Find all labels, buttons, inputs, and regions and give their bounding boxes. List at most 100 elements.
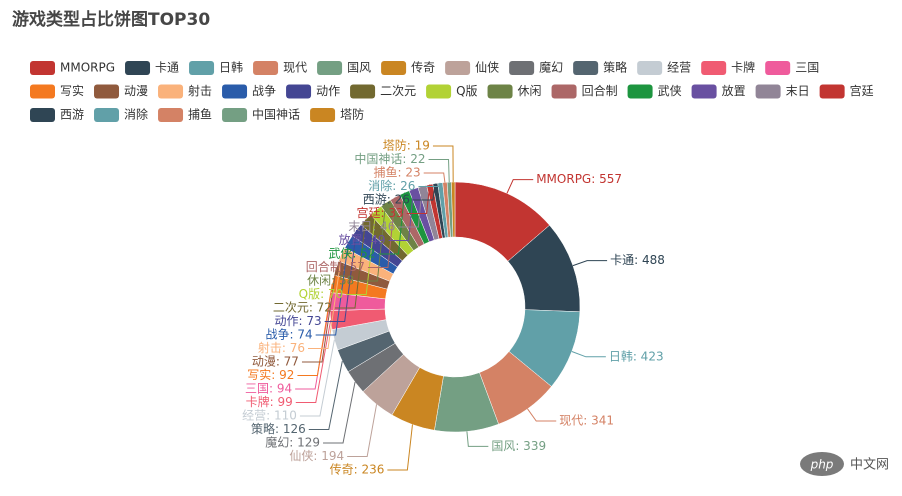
legend-swatch — [426, 84, 452, 99]
watermark-logo-bg — [800, 452, 844, 476]
legend-label: 战争 — [252, 84, 276, 98]
legend-label: 消除 — [124, 107, 148, 122]
label-line — [432, 145, 454, 183]
label-line — [378, 192, 406, 255]
legend-swatch — [551, 84, 577, 99]
data-label: 射击: 76 — [258, 340, 305, 355]
watermark-logo: php — [810, 458, 834, 472]
legend-label: 休闲 — [518, 84, 542, 98]
data-label: 战争: 74 — [266, 328, 313, 342]
label-line — [301, 267, 337, 363]
legend-swatch — [627, 84, 653, 99]
legend-label: 动漫 — [124, 84, 148, 98]
data-label: 放置: 49 — [338, 232, 385, 247]
label-line — [506, 179, 534, 194]
label-line — [315, 241, 349, 336]
label-line — [572, 260, 608, 267]
legend-swatch — [691, 84, 717, 99]
legend-swatch — [310, 108, 336, 122]
data-label: MMORPG: 557 — [536, 172, 622, 186]
label-line — [299, 339, 335, 417]
legend-swatch — [94, 84, 120, 99]
label-line — [323, 381, 356, 444]
label-line — [466, 431, 489, 447]
data-label: 消除: 26 — [368, 178, 415, 193]
legend-label: 回合制 — [582, 83, 618, 98]
legend-label: 宫廷 — [850, 83, 874, 98]
data-label: 二次元: 72 — [273, 301, 332, 315]
data-label: 三国: 94 — [245, 382, 292, 396]
data-label: 卡牌: 99 — [246, 395, 293, 409]
legend-swatch — [381, 61, 407, 75]
legend-swatch — [445, 61, 471, 75]
legend-swatch — [30, 108, 55, 122]
label-line — [388, 189, 415, 241]
data-label: 现代: 341 — [559, 414, 614, 428]
data-label: 中国神话: 22 — [354, 151, 425, 166]
data-label: 塔防: 19 — [383, 138, 430, 153]
label-line — [571, 351, 606, 358]
legend-label: 二次元 — [380, 84, 416, 98]
slice — [451, 181, 456, 238]
data-label: 策略: 126 — [251, 421, 306, 436]
legend-label: 中国神话 — [252, 107, 300, 122]
data-label: 经营: 110 — [242, 409, 297, 423]
data-label: 仙侠: 194 — [289, 449, 344, 463]
label-line — [308, 361, 343, 430]
legend-swatch — [755, 84, 781, 99]
legend-swatch — [317, 61, 343, 75]
legend-label: 捕鱼 — [188, 107, 212, 122]
label-line — [334, 219, 367, 309]
label-line — [387, 424, 413, 471]
legend-label: 卡牌 — [731, 61, 755, 75]
legend-swatch — [222, 108, 248, 122]
chart-title: 游戏类型占比饼图TOP30 — [12, 9, 210, 30]
label-line — [347, 404, 378, 457]
legend-swatch — [253, 61, 279, 75]
label-line — [527, 408, 557, 422]
label-line — [428, 159, 450, 183]
legend-swatch — [30, 84, 55, 99]
data-label: 回合制: 57 — [306, 259, 365, 274]
legend-swatch — [350, 84, 376, 99]
legend-label: 写实 — [60, 83, 84, 98]
data-label: 休闲: 58 — [307, 274, 354, 288]
legend-label: 射击 — [188, 83, 212, 98]
legend-label: 魔幻 — [539, 60, 563, 75]
legend-swatch — [158, 108, 184, 122]
data-label: Q版: 70 — [299, 287, 344, 301]
label-line — [308, 254, 343, 349]
legend-swatch — [765, 61, 791, 75]
legend-label: 策略 — [603, 60, 627, 75]
label-line — [324, 229, 357, 322]
legend-label: 武侠 — [658, 84, 682, 98]
legend-label: 日韩 — [219, 60, 243, 75]
data-label: 写实: 92 — [247, 367, 294, 382]
legend-swatch — [637, 61, 663, 75]
legend-label: 塔防 — [340, 107, 364, 122]
data-label: 捕鱼: 23 — [374, 165, 421, 180]
data-label: 传奇: 236 — [330, 462, 385, 477]
data-label: 国风: 339 — [491, 439, 546, 453]
legend-label: 传奇 — [411, 60, 435, 75]
label-line — [412, 183, 436, 201]
data-label: 末日: 46 — [348, 220, 395, 234]
label-line — [406, 184, 431, 214]
label-line — [418, 182, 441, 187]
data-label: 西游: 26 — [363, 193, 410, 207]
data-label: 动漫: 77 — [252, 355, 299, 369]
legend-swatch — [701, 61, 727, 75]
label-line — [297, 283, 333, 376]
legend-swatch — [222, 84, 248, 99]
data-label: 日韩: 423 — [609, 348, 664, 363]
watermark: php 中文网 — [800, 452, 889, 476]
label-line — [357, 202, 387, 282]
legend-label: 动作 — [316, 84, 340, 98]
label-line — [295, 320, 332, 403]
legend-swatch — [30, 61, 55, 75]
legend-swatch — [94, 108, 120, 122]
data-label: 魔幻: 129 — [265, 435, 320, 450]
legend-label: 三国 — [795, 61, 819, 75]
legend-label: 现代 — [283, 61, 307, 75]
